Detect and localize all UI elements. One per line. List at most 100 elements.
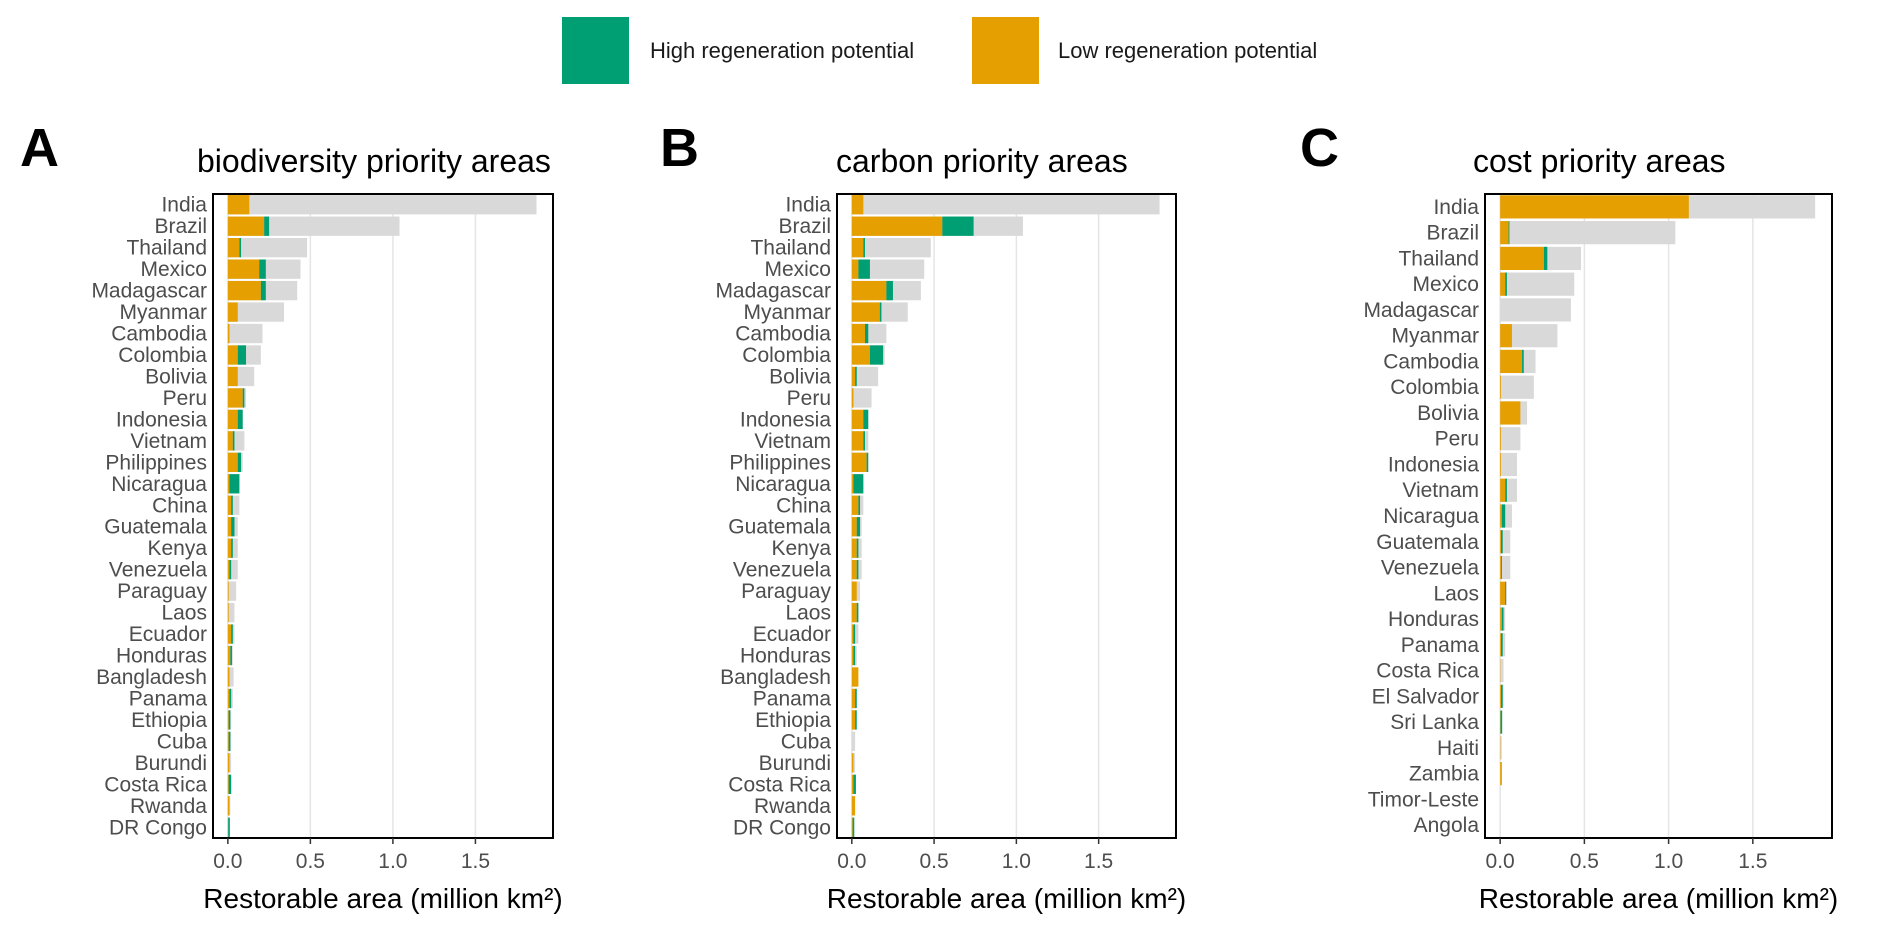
bar-high-regeneration [1501,555,1502,580]
bar-high-regeneration [1500,710,1503,734]
y-tick-label: Bolivia [145,365,207,388]
bar-low-regeneration [851,366,856,387]
bar-total [227,602,235,623]
bar-low-regeneration [227,195,250,215]
bar-low-regeneration [227,452,238,472]
y-tick-label: Colombia [118,344,207,367]
bar-low-regeneration [227,560,230,580]
y-tick-label: China [152,494,207,517]
bar-high-regeneration [1501,504,1506,528]
bar-low-regeneration [851,774,854,794]
bar-high-regeneration [1505,272,1507,296]
bars [1500,195,1816,786]
y-tick-label: DR Congo [733,816,831,839]
y-tick-label: India [1433,196,1479,219]
bar-total [227,560,238,580]
y-tick-label: Haiti [1437,737,1479,760]
gridlines [1499,194,1754,838]
bar-total [227,495,240,515]
bar-low-regeneration [851,388,854,408]
y-tick-label: Venezuela [109,559,207,582]
y-tick-label: Costa Rica [728,773,831,796]
legend: High regeneration potential Low regenera… [0,0,1889,100]
bar-low-regeneration [851,796,856,816]
y-tick-label: Nicaragua [111,473,207,496]
y-tick-label: Madagascar [1363,299,1479,322]
bar-low-regeneration [1500,607,1502,631]
y-tick-label: Philippines [729,451,831,474]
y-tick-label: Bolivia [1417,402,1479,425]
y-tick-label: Laos [785,602,831,625]
x-tick-label: 0.0 [837,850,866,873]
plot-frame [1484,193,1833,839]
bar-low-regeneration [1500,555,1502,580]
y-tick-label: Myanmar [743,301,831,324]
bar-low-regeneration [851,538,857,558]
bar-total [1500,736,1502,760]
x-tick-label: 0.5 [1570,850,1599,873]
y-tick-label: Burundi [759,752,831,775]
y-tick-label: Vietnam [754,430,831,453]
y-tick-label: Guatemala [104,516,207,539]
bar-low-regeneration [851,517,857,537]
bar-high-regeneration [869,345,884,365]
bar-low-regeneration [1500,452,1502,477]
y-tick-label: Kenya [147,537,207,560]
y-tick-label: Laos [1433,582,1479,605]
y-tick-labels: IndiaBrazilThailandMexicoMadagascarMyanm… [91,194,207,840]
y-tick-label: Panama [129,687,208,710]
panel-title: carbon priority areas [836,143,1128,179]
bar-high-regeneration [1508,221,1510,245]
y-tick-label: Costa Rica [104,773,207,796]
x-axis-title: Restorable area (million km²) [827,883,1186,914]
y-tick-label: Sri Lanka [1390,711,1479,734]
bar-total [1500,427,1521,451]
bar-high-regeneration [230,645,232,666]
bar-high-regeneration [855,366,857,387]
bar-high-regeneration [231,495,233,515]
bar-high-regeneration [228,817,230,837]
bar-low-regeneration [227,731,229,752]
y-tick-label: Venezuela [733,559,831,582]
y-tick-label: Cambodia [1383,350,1479,373]
x-tick-label: 0.0 [213,850,242,873]
bar-low-regeneration [851,710,856,730]
y-tick-label: Ecuador [129,623,207,646]
bar-high-regeneration [853,474,864,494]
y-tick-label: Colombia [742,344,831,367]
bar-low-regeneration [851,624,854,644]
bar-low-regeneration [227,280,261,301]
y-tick-label: Zambia [1409,763,1479,786]
y-tick-label: Panama [753,687,832,710]
bar-high-regeneration [229,688,232,709]
y-tick-label: Honduras [740,645,831,668]
y-tick-label: Peru [787,387,831,410]
bar-low-regeneration [227,624,232,644]
bar-low-regeneration [851,645,854,666]
y-tick-label: Guatemala [728,516,831,539]
bar-low-regeneration [851,216,943,236]
y-tick-label: Mexico [140,258,207,281]
bar-low-regeneration [1500,530,1502,554]
bar-total [1500,221,1676,245]
bar-total [1500,298,1571,322]
bar-total [851,731,856,752]
bar-total [227,216,400,236]
y-tick-label: Indonesia [740,408,831,431]
y-tick-label: Panama [1401,634,1480,657]
plot-frame [212,193,554,839]
bar-total [227,302,284,322]
bar-low-regeneration [227,238,240,258]
bar-high-regeneration [259,259,266,279]
bar-low-regeneration [851,345,870,365]
panel-letter: C [1300,118,1339,178]
bar-low-regeneration [227,602,229,623]
bar-total [1500,530,1511,554]
bar-total [851,238,931,258]
y-tick-label: Ethiopia [755,709,831,732]
bar-high-regeneration [260,280,266,301]
bar-low-regeneration [227,581,229,601]
bar-high-regeneration [856,560,859,580]
bar-low-regeneration [851,323,865,344]
